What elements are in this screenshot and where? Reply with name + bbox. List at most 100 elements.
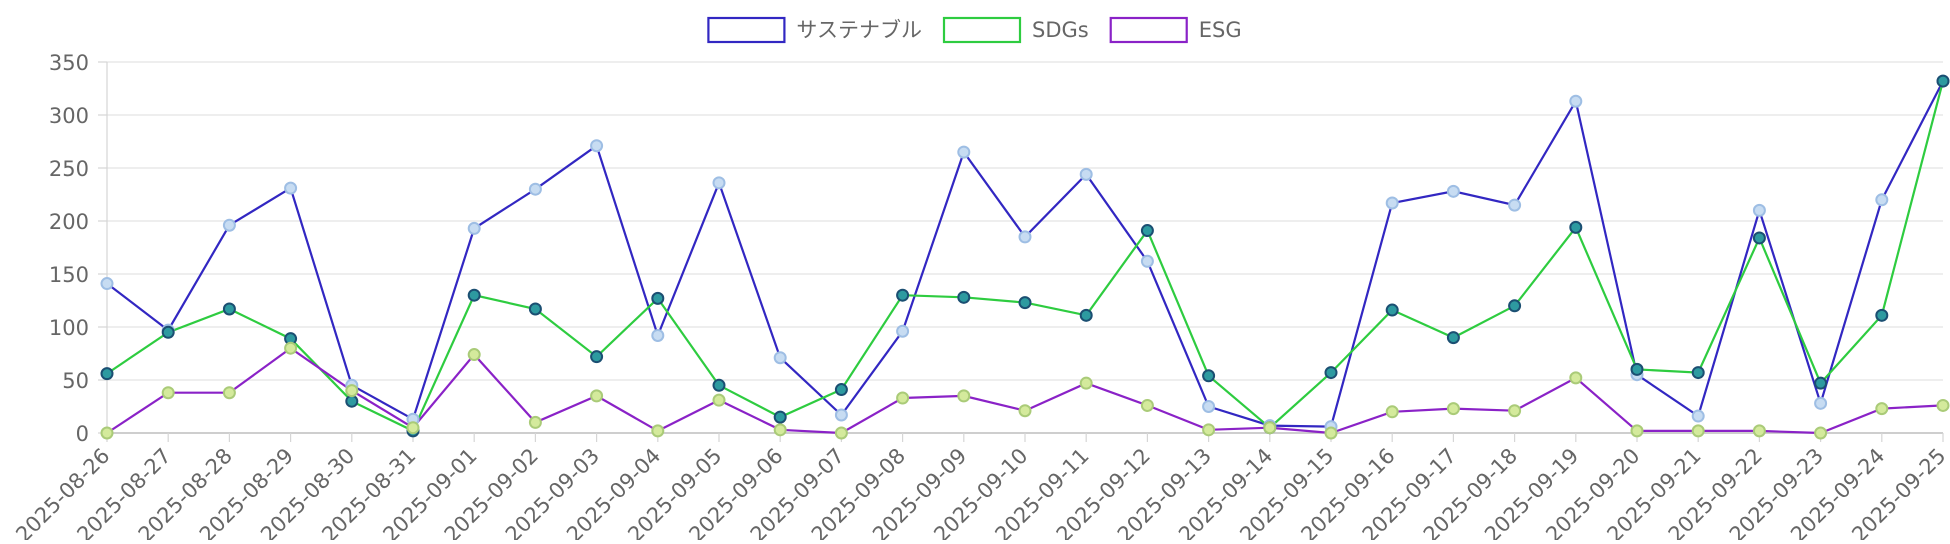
legend-item-0[interactable]: サステナブル: [707, 16, 922, 44]
grid-lines: [107, 61, 1943, 434]
data-point-0[interactable]: [773, 351, 787, 365]
series-line-0: [106, 80, 1944, 428]
data-point-1[interactable]: [528, 302, 542, 316]
data-point-0[interactable]: [528, 182, 542, 196]
data-point-2[interactable]: [1691, 424, 1705, 438]
data-point-1[interactable]: [1385, 303, 1399, 317]
data-point-1[interactable]: [957, 290, 971, 304]
data-point-1[interactable]: [467, 288, 481, 302]
data-point-0[interactable]: [100, 277, 114, 291]
data-point-0[interactable]: [1691, 409, 1705, 423]
data-point-2[interactable]: [161, 386, 175, 400]
data-point-2[interactable]: [406, 421, 420, 435]
data-point-1[interactable]: [1324, 366, 1338, 380]
data-point-1[interactable]: [1018, 296, 1032, 310]
data-point-1[interactable]: [896, 288, 910, 302]
legend-swatch: [707, 16, 786, 44]
data-point-2[interactable]: [834, 426, 848, 440]
data-point-0[interactable]: [1385, 196, 1399, 210]
data-point-2[interactable]: [100, 426, 114, 440]
data-point-2[interactable]: [1079, 376, 1093, 390]
data-point-0[interactable]: [590, 139, 604, 153]
data-point-0[interactable]: [1202, 400, 1216, 413]
data-point-2[interactable]: [1508, 404, 1522, 418]
data-point-0[interactable]: [896, 324, 910, 338]
data-point-2[interactable]: [1875, 402, 1889, 416]
data-point-1[interactable]: [1814, 376, 1828, 390]
data-point-1[interactable]: [1875, 308, 1889, 322]
data-point-1[interactable]: [1691, 366, 1705, 380]
data-point-2[interactable]: [1630, 424, 1644, 438]
data-point-1[interactable]: [1752, 231, 1766, 245]
data-point-2[interactable]: [712, 393, 726, 407]
data-point-0[interactable]: [1508, 198, 1522, 212]
data-point-1[interactable]: [1569, 220, 1583, 234]
data-point-1[interactable]: [1446, 331, 1460, 345]
data-point-1[interactable]: [773, 410, 787, 424]
y-tick-label: 0: [76, 422, 89, 446]
data-point-2[interactable]: [1385, 405, 1399, 419]
series-line-2: [106, 346, 1944, 435]
data-point-0[interactable]: [1140, 254, 1154, 268]
data-point-1[interactable]: [100, 367, 114, 381]
data-point-0[interactable]: [1752, 203, 1766, 217]
data-point-1[interactable]: [1508, 299, 1522, 313]
data-point-0[interactable]: [222, 218, 236, 232]
data-point-2[interactable]: [528, 415, 542, 429]
data-point-1[interactable]: [1936, 74, 1950, 88]
data-point-1[interactable]: [161, 325, 175, 339]
data-point-2[interactable]: [222, 386, 236, 400]
data-point-2[interactable]: [651, 424, 665, 438]
data-point-2[interactable]: [345, 384, 359, 398]
data-point-2[interactable]: [1936, 398, 1950, 412]
data-point-1[interactable]: [222, 302, 236, 316]
data-point-1[interactable]: [712, 378, 726, 392]
data-point-2[interactable]: [957, 389, 971, 403]
data-point-2[interactable]: [1324, 426, 1338, 440]
data-point-0[interactable]: [712, 176, 726, 190]
data-point-0[interactable]: [467, 221, 481, 235]
data-point-1[interactable]: [345, 394, 359, 408]
data-point-0[interactable]: [1446, 184, 1460, 198]
data-point-0[interactable]: [834, 408, 848, 422]
data-point-1[interactable]: [590, 350, 604, 364]
legend-swatch: [942, 16, 1022, 44]
legend-item-2[interactable]: ESG: [1109, 16, 1242, 44]
data-point-2[interactable]: [590, 389, 604, 403]
data-point-2[interactable]: [896, 391, 910, 405]
data-point-1[interactable]: [1630, 362, 1644, 376]
legend-label: SDGs: [1032, 18, 1089, 42]
legend-item-1[interactable]: SDGs: [942, 16, 1089, 44]
data-point-0[interactable]: [1079, 167, 1093, 181]
series-line-1: [106, 80, 1945, 433]
data-point-1[interactable]: [834, 383, 848, 397]
data-point-2[interactable]: [1202, 423, 1216, 437]
data-point-2[interactable]: [1752, 424, 1766, 438]
data-point-0[interactable]: [1875, 193, 1889, 207]
data-point-0[interactable]: [1569, 94, 1583, 108]
data-point-0[interactable]: [1814, 396, 1828, 410]
data-point-2[interactable]: [1263, 421, 1277, 435]
data-point-1[interactable]: [1079, 308, 1093, 322]
data-point-1[interactable]: [651, 291, 665, 305]
data-point-0[interactable]: [284, 181, 298, 195]
data-point-2[interactable]: [773, 423, 787, 437]
data-point-2[interactable]: [1814, 426, 1828, 440]
y-tick-label: 250: [49, 157, 89, 181]
data-point-2[interactable]: [1446, 402, 1460, 416]
y-tick-label: 50: [62, 369, 89, 393]
data-point-1[interactable]: [1202, 369, 1216, 383]
legend-label: サステナブル: [796, 18, 922, 42]
data-point-0[interactable]: [957, 145, 971, 159]
data-point-1[interactable]: [1140, 224, 1154, 238]
data-point-2[interactable]: [1140, 398, 1154, 412]
data-point-0[interactable]: [1018, 230, 1032, 244]
y-tick-label: 100: [49, 316, 89, 340]
data-point-2[interactable]: [467, 348, 481, 362]
legend-label: ESG: [1199, 18, 1242, 42]
data-point-0[interactable]: [651, 328, 665, 342]
data-point-2[interactable]: [1018, 404, 1032, 418]
data-point-2[interactable]: [284, 341, 298, 355]
data-point-2[interactable]: [1569, 371, 1583, 385]
